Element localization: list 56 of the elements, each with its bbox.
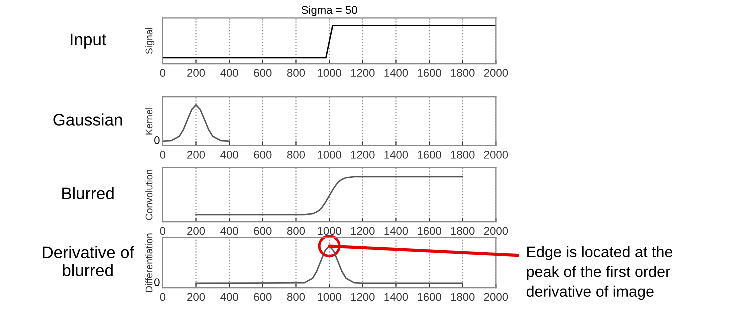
x-tick-label: 1600 — [418, 69, 442, 78]
x-tick-label: 600 — [254, 151, 272, 159]
chart-subtitle: Input — [71, 34, 106, 49]
x-tick-label: 600 — [254, 69, 272, 78]
x-tick-label: 1200 — [351, 151, 375, 159]
x-tick-label: 400 — [220, 227, 238, 236]
chart-title: Sigma = 50 — [302, 6, 358, 16]
x-tick-label: 0 — [160, 227, 166, 236]
x-tick-label: 1600 — [418, 227, 442, 236]
x-tick-label: 1800 — [451, 69, 475, 78]
x-tick-label: 2000 — [484, 69, 508, 78]
x-tick-label: 1800 — [451, 151, 475, 159]
x-tick-label: 1400 — [384, 69, 408, 78]
x-tick-label: 200 — [188, 293, 206, 302]
y-axis-title: Convolution — [146, 170, 153, 220]
text: 0 — [154, 278, 160, 286]
x-tick-label: 0 — [160, 293, 166, 302]
x-tick-label: 1000 — [318, 227, 342, 236]
x-tick-label: 600 — [254, 293, 272, 302]
x-tick-label: 400 — [220, 151, 238, 159]
chart-subtitle: Derivative of blurred — [43, 246, 134, 276]
y-axis-title: Kernel — [146, 108, 153, 135]
x-tick-label: 1000 — [318, 69, 342, 78]
x-tick-label: 1200 — [351, 69, 375, 78]
x-tick-label: 800 — [287, 69, 306, 78]
x-tick-label: 1400 — [384, 293, 408, 302]
x-tick-label: 400 — [220, 69, 238, 78]
x-tick-label: 200 — [188, 227, 206, 236]
text: 0 — [154, 136, 160, 144]
x-tick-label: 0 — [160, 69, 166, 78]
y-axis-title: Differentiation — [146, 234, 153, 292]
chart-subtitle: Gaussian — [54, 114, 122, 126]
x-tick-label: 0 — [160, 151, 166, 159]
x-tick-label: 1600 — [418, 293, 442, 302]
x-tick-label: 800 — [287, 227, 306, 236]
x-tick-label: 1400 — [384, 151, 408, 159]
x-tick-label: 1400 — [384, 227, 408, 236]
x-tick-label: 1200 — [351, 227, 375, 236]
x-tick-label: 800 — [287, 151, 306, 159]
x-tick-label: 2000 — [484, 151, 508, 159]
y-axis-title: Signal — [146, 28, 155, 54]
x-tick-label: 200 — [188, 151, 206, 159]
chart-subtitle: Blurred — [62, 187, 114, 200]
x-tick-label: 2000 — [484, 227, 508, 236]
x-tick-label: 2000 — [484, 293, 508, 302]
x-tick-label: 1600 — [418, 151, 442, 159]
x-tick-label: 1000 — [318, 151, 342, 159]
x-tick-label: 1800 — [451, 227, 475, 236]
x-tick-label: 200 — [188, 69, 206, 78]
x-tick-label: 600 — [254, 227, 272, 236]
x-tick-label: 1800 — [451, 293, 475, 302]
x-tick-label: 1000 — [318, 293, 342, 302]
x-tick-label: 800 — [287, 293, 306, 302]
x-tick-label: 1200 — [351, 293, 375, 302]
x-tick-label: 400 — [220, 293, 238, 302]
annotation: Edge is located at the peak of the first order derivative of image — [526, 246, 673, 300]
